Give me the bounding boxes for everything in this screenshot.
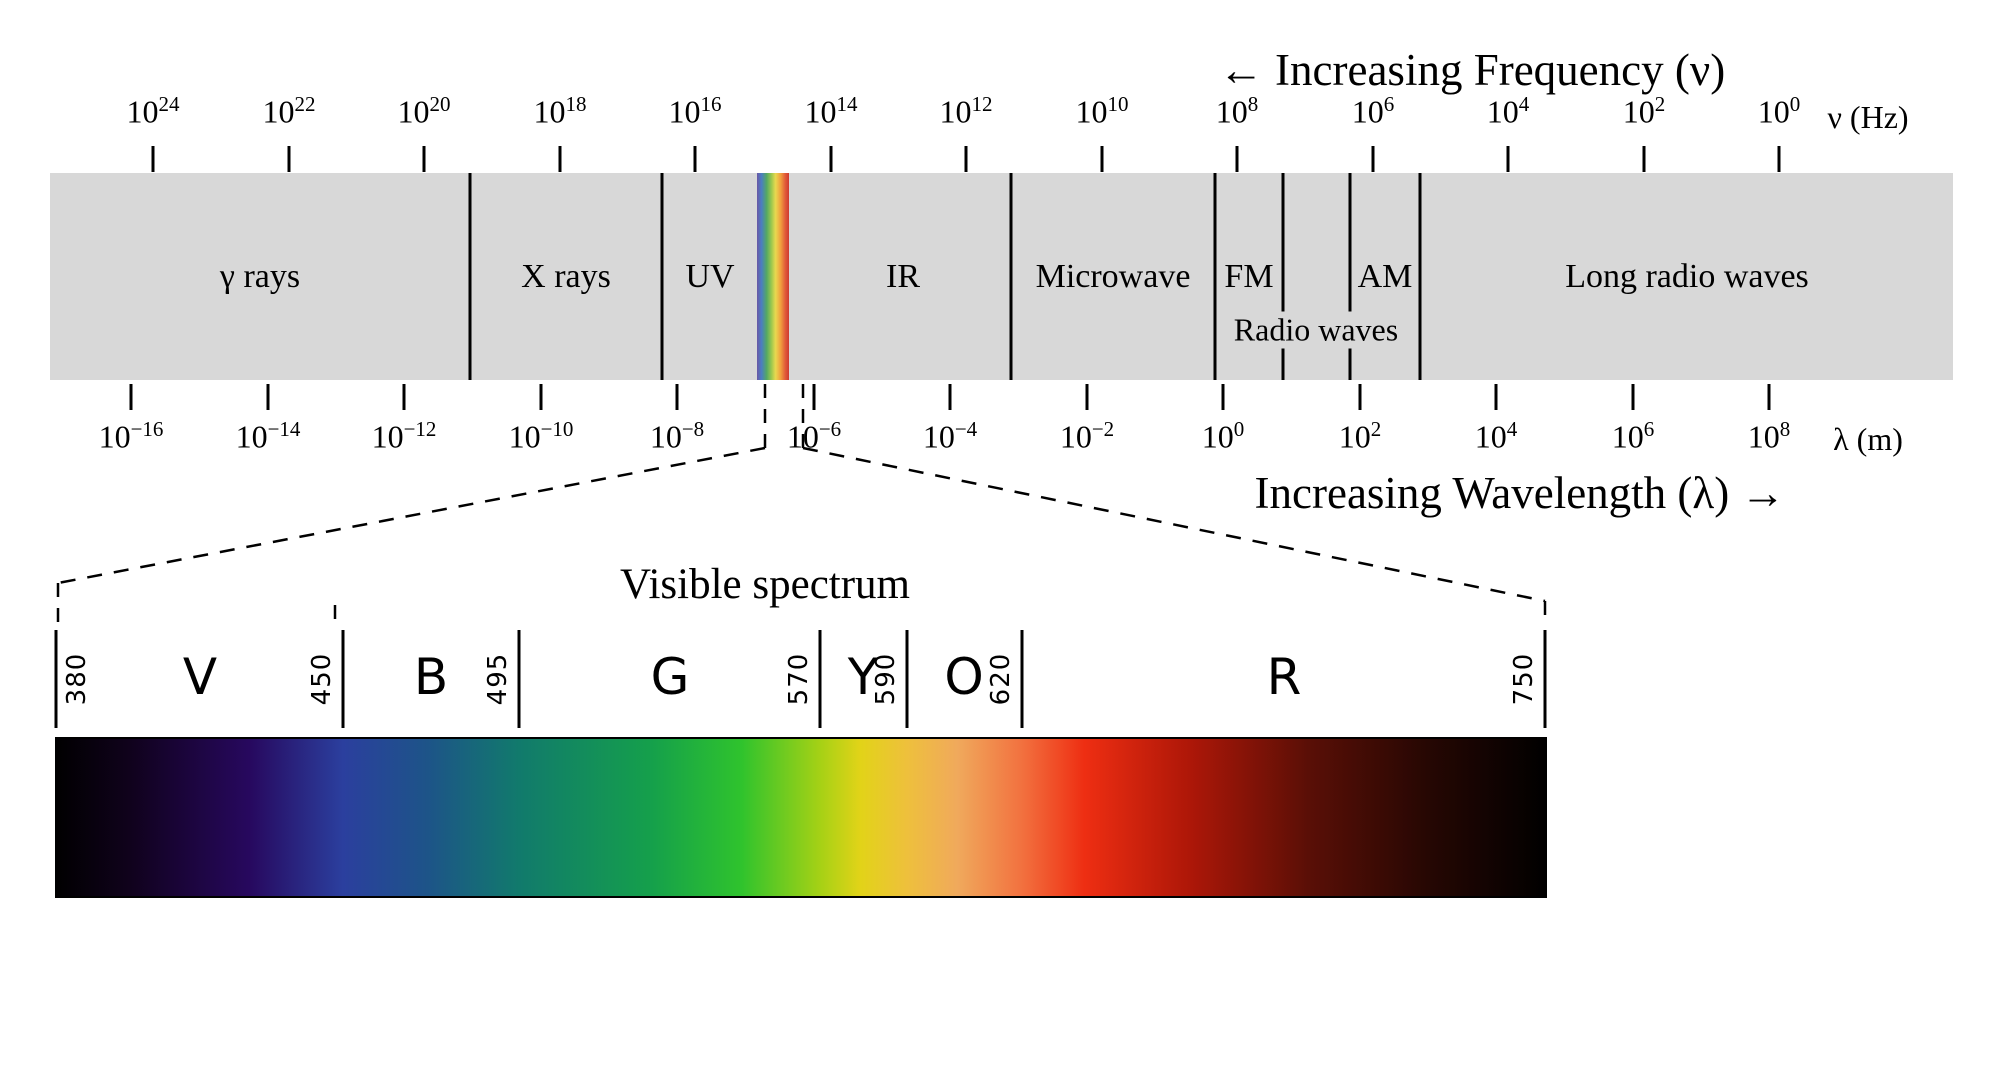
wavelength-boundary-value: 495 <box>483 652 513 706</box>
region-label-uv: UV <box>685 257 735 295</box>
wave-axis-tick-label: 10−14 <box>235 417 301 455</box>
wave-axis-tick-mark <box>948 384 952 410</box>
wave-axis-tick-mark <box>1358 384 1362 410</box>
color-band-letter-o: O <box>944 648 984 706</box>
freq-axis-tick-mark <box>1777 146 1781 172</box>
freq-axis-tick-mark <box>1235 146 1239 172</box>
wave-axis-tick-mark <box>1767 384 1771 410</box>
freq-axis-tick-mark <box>151 146 155 172</box>
wave-axis-tick-label: 10−12 <box>371 417 437 455</box>
color-band-letter-y: Y <box>847 648 879 706</box>
region-label-fm: FM <box>1224 257 1274 295</box>
wave-axis-tick-label: 10−8 <box>649 417 705 455</box>
wave-axis-tick-mark <box>1494 384 1498 410</box>
dashed-diagonal-right <box>802 446 1546 603</box>
freq-axis-tick-mark <box>287 146 291 172</box>
freq-axis-tick-mark <box>693 146 697 172</box>
increasing-frequency-label: ← Increasing Frequency (ν) <box>1218 45 1726 95</box>
color-band-letter-r: R <box>1266 648 1302 706</box>
spectrum-band: γ rays X rays UV IR Microwave FM AM Long radio … <box>50 173 1953 380</box>
wave-axis-tick-mark <box>812 384 816 410</box>
band-separator <box>468 173 472 380</box>
freq-axis-tick-label: 1018 <box>533 92 587 130</box>
region-label-x-rays: X rays <box>521 257 611 295</box>
wave-axis-tick-mark <box>129 384 133 410</box>
wavelength-boundary-line <box>341 630 345 728</box>
visible-spectrum-title: Visible spectrum <box>620 561 910 608</box>
wavelength-boundary-line <box>905 630 909 728</box>
wave-axis-tick-label: 10−16 <box>98 417 164 455</box>
wave-axis-tick-mark <box>266 384 270 410</box>
visible-light-strip <box>757 173 789 380</box>
wavelength-boundary-value: 450 <box>307 652 337 706</box>
region-label-am: AM <box>1357 257 1413 295</box>
region-label-ir: IR <box>886 257 920 295</box>
wave-axis-tick-mark <box>402 384 406 410</box>
wavelength-boundary-value: 620 <box>986 652 1016 706</box>
freq-axis-tick-label: 1016 <box>668 92 722 130</box>
wave-axis-tick-label: 108 <box>1747 417 1791 455</box>
region-label-radio-waves: Radio waves <box>1225 311 1407 349</box>
freq-axis-tick-label: 1010 <box>1075 92 1129 130</box>
freq-axis-tick-label: 1014 <box>804 92 858 130</box>
band-separator <box>1281 173 1285 380</box>
wave-axis-tick-label: 106 <box>1611 417 1655 455</box>
freq-axis-tick-label: 102 <box>1622 92 1666 130</box>
wavelength-boundary-line <box>1543 630 1547 728</box>
freq-axis-tick-mark <box>558 146 562 172</box>
wave-axis-tick-label: 10−10 <box>508 417 574 455</box>
wave-axis-tick-mark <box>675 384 679 410</box>
freq-axis-tick-mark <box>1100 146 1104 172</box>
wave-axis-tick-label: 10−2 <box>1059 417 1115 455</box>
wave-axis-tick-label: 102 <box>1338 417 1382 455</box>
wave-axis-tick-mark <box>539 384 543 410</box>
wave-axis-tick-mark <box>1631 384 1635 410</box>
wave-axis-tick-mark <box>1221 384 1225 410</box>
freq-axis-tick-mark <box>1642 146 1646 172</box>
freq-axis-tick-label: 100 <box>1757 92 1801 130</box>
freq-axis-tick-mark <box>1371 146 1375 172</box>
wavelength-boundary-value: 570 <box>784 652 814 706</box>
wave-axis-tick-label: 104 <box>1474 417 1518 455</box>
band-separator <box>1418 173 1422 380</box>
color-band-letter-g: G <box>650 648 690 706</box>
wavelength-boundary-line <box>818 630 822 728</box>
dashed-diagonal-left <box>57 446 766 585</box>
band-separator <box>1009 173 1013 380</box>
freq-axis-tick-mark <box>422 146 426 172</box>
increasing-wavelength-label: Increasing Wavelength (λ) → <box>1254 468 1786 518</box>
visible-spectrum-bar <box>55 737 1547 898</box>
freq-axis-tick-label: 1012 <box>939 92 993 130</box>
region-label-microwave: Microwave <box>1035 257 1191 295</box>
region-label-γ-rays: γ rays <box>219 257 301 295</box>
freq-axis-tick-mark <box>964 146 968 172</box>
color-band-letter-v: V <box>182 648 218 706</box>
wave-axis-tick-label: 100 <box>1201 417 1245 455</box>
wavelength-boundary-line <box>54 630 58 728</box>
wavelength-boundary-value: 380 <box>62 652 92 706</box>
frequency-unit-label: ν (Hz) <box>1827 99 1909 135</box>
wavelength-boundary-line <box>517 630 521 728</box>
freq-axis-tick-label: 108 <box>1215 92 1259 130</box>
freq-axis-tick-label: 1022 <box>262 92 316 130</box>
wave-axis-tick-label: 10−4 <box>922 417 978 455</box>
freq-axis-tick-label: 104 <box>1486 92 1530 130</box>
freq-axis-tick-label: 1024 <box>126 92 180 130</box>
color-band-letter-b: B <box>413 648 449 706</box>
band-separator <box>1213 173 1217 380</box>
wave-axis-tick-mark <box>1085 384 1089 410</box>
band-separator <box>1348 173 1352 380</box>
freq-axis-tick-mark <box>1506 146 1510 172</box>
freq-axis-tick-label: 1020 <box>397 92 451 130</box>
freq-axis-tick-label: 106 <box>1351 92 1395 130</box>
wavelength-boundary-line <box>1020 630 1024 728</box>
wavelength-boundary-value: 750 <box>1509 652 1539 706</box>
band-separator <box>660 173 664 380</box>
freq-axis-tick-mark <box>829 146 833 172</box>
region-label-long-radio-waves: Long radio waves <box>1565 257 1809 295</box>
wavelength-unit-label: λ (m) <box>1833 421 1903 457</box>
